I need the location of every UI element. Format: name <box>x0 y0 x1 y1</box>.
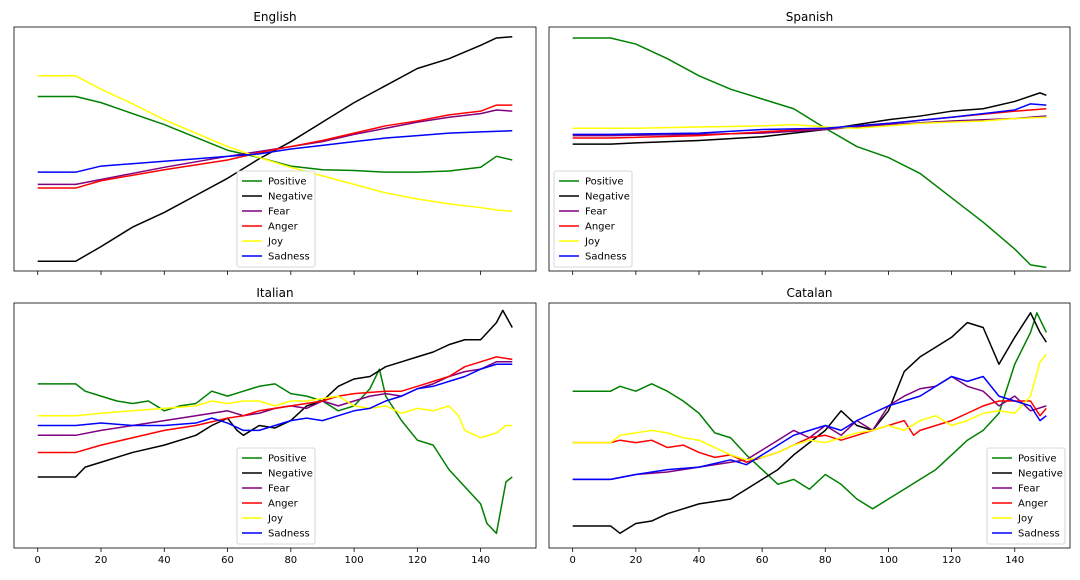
x-tick-label: 100 <box>879 555 898 566</box>
x-tick-label: 120 <box>408 555 427 566</box>
legend-label-negative: Negative <box>1018 469 1063 480</box>
legend-label-sadness: Sadness <box>585 252 627 263</box>
legend-label-positive: Positive <box>1018 454 1057 465</box>
series-line-anger <box>37 104 513 189</box>
panel-title: Catalan <box>786 286 832 300</box>
series-line-sadness <box>572 103 1047 136</box>
legend-label-negative: Negative <box>268 192 313 203</box>
x-tick-label: 80 <box>819 555 832 566</box>
legend-label-anger: Anger <box>585 222 616 233</box>
axes-frame <box>13 26 537 272</box>
panel-italian: Italian 0 20 40 60 80 100 120 140 Positive Negativ… <box>13 286 537 566</box>
series-line-positive <box>37 368 513 535</box>
legend: Positive Negative Fear Anger Joy Sadness <box>236 170 316 268</box>
legend: Positive Negative Fear Anger Joy Sadness <box>553 170 633 268</box>
legend-label-sadness: Sadness <box>268 252 310 263</box>
axes-frame <box>548 26 1071 272</box>
series-line-joy <box>37 75 513 212</box>
series-line-sadness <box>37 363 513 432</box>
legend-label-fear: Fear <box>1018 484 1040 495</box>
x-tick-label: 40 <box>158 555 171 566</box>
legend-label-joy: Joy <box>1017 514 1033 525</box>
x-tick-label: 0 <box>569 555 575 566</box>
series-line-anger <box>37 356 513 454</box>
legend-box <box>986 447 1066 545</box>
series-line-negative <box>572 312 1047 535</box>
legend-label-positive: Positive <box>268 454 307 465</box>
x-tick-label: 80 <box>284 555 297 566</box>
panel-title: Spanish <box>786 10 833 24</box>
series-line-fear <box>572 375 1047 481</box>
panel-spanish: Spanish Positive Negative Fear Anger Joy Sadne… <box>548 10 1071 275</box>
panel-title: English <box>253 10 296 24</box>
axes-frame <box>548 302 1071 549</box>
legend-label-positive: Positive <box>585 177 624 188</box>
series-line-anger <box>572 400 1047 463</box>
axes-frame <box>13 302 537 549</box>
panel-title: Italian <box>256 286 293 300</box>
series-line-fear <box>37 109 513 186</box>
series-line-joy <box>37 395 513 439</box>
x-tick-label: 60 <box>756 555 769 566</box>
legend-label-fear: Fear <box>268 484 290 495</box>
series-line-negative <box>572 92 1047 145</box>
x-tick-label: 140 <box>471 555 490 566</box>
x-tick-label: 140 <box>1005 555 1024 566</box>
legend-box <box>236 170 316 268</box>
x-tick-label: 20 <box>95 555 108 566</box>
legend-label-sadness: Sadness <box>268 529 310 540</box>
series-line-sadness <box>37 129 513 173</box>
x-tick-label: 40 <box>693 555 706 566</box>
legend-box <box>236 447 316 545</box>
legend-label-negative: Negative <box>268 469 313 480</box>
panel-catalan: Catalan 0 20 40 60 80 100 120 140 Positive Negativ… <box>548 286 1071 566</box>
series-line-positive <box>572 37 1047 269</box>
series-line-negative <box>37 309 513 478</box>
legend-label-anger: Anger <box>1018 499 1049 510</box>
series-line-positive <box>572 312 1047 510</box>
legend-label-negative: Negative <box>585 192 630 203</box>
x-tick-label: 0 <box>35 555 41 566</box>
legend-label-positive: Positive <box>268 177 307 188</box>
legend-label-joy: Joy <box>584 237 600 248</box>
x-tick-label: 60 <box>221 555 234 566</box>
legend: Positive Negative Fear Anger Joy Sadness <box>236 447 316 545</box>
legend-label-anger: Anger <box>268 499 299 510</box>
x-tick-label: 100 <box>345 555 364 566</box>
legend-label-fear: Fear <box>585 207 607 218</box>
legend-box <box>553 170 633 268</box>
x-tick-label: 20 <box>629 555 642 566</box>
legend-label-anger: Anger <box>268 222 299 233</box>
legend-label-sadness: Sadness <box>1018 529 1060 540</box>
legend-label-joy: Joy <box>267 514 283 525</box>
series-line-negative <box>37 36 513 262</box>
legend: Positive Negative Fear Anger Joy Sadness <box>986 447 1066 545</box>
legend-label-fear: Fear <box>268 207 290 218</box>
x-tick-label: 120 <box>942 555 961 566</box>
series-line-joy <box>572 116 1047 130</box>
series-line-fear <box>572 115 1047 137</box>
panel-english: English Positive Negative Fear Anger Joy Sadne… <box>13 10 537 275</box>
legend-label-joy: Joy <box>267 237 283 248</box>
series-line-positive <box>37 95 513 173</box>
series-line-sadness <box>572 375 1047 481</box>
series-line-joy <box>572 353 1047 461</box>
